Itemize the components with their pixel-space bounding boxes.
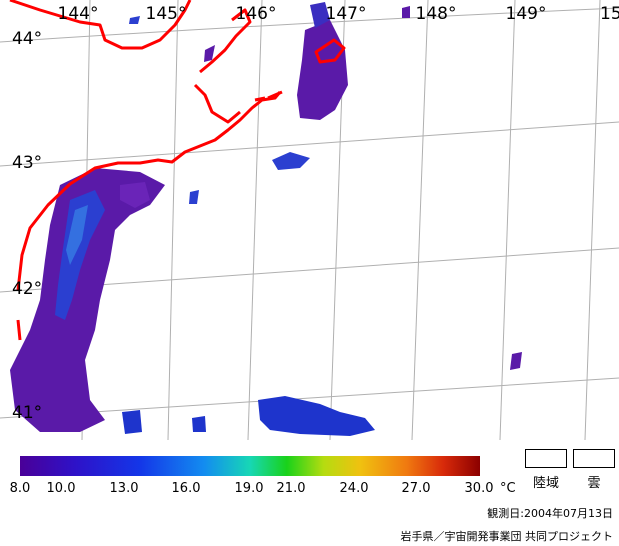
cloud-legend-swatch bbox=[573, 449, 615, 468]
cloud-legend-label: 雲 bbox=[587, 476, 601, 491]
land-legend-label: 陸域 bbox=[532, 476, 560, 491]
coastline bbox=[9, 0, 346, 341]
lon-label-150: 15 bbox=[600, 4, 619, 24]
colorbar-tick: 16.0 bbox=[171, 481, 201, 496]
lon-label-145: 145° bbox=[146, 4, 187, 24]
colorbar-tick: 24.0 bbox=[339, 481, 369, 496]
colorbar-tick: 8.0 bbox=[9, 481, 31, 496]
colorbar-tick: 10.0 bbox=[46, 481, 76, 496]
colorbar-tick: 19.0 bbox=[234, 481, 264, 496]
land-legend-swatch bbox=[525, 449, 567, 468]
colorbar-tick: 21.0 bbox=[276, 481, 306, 496]
lat-label-44: 44° bbox=[12, 29, 42, 49]
colorbar-tick: 13.0 bbox=[109, 481, 139, 496]
lon-label-147: 147° bbox=[326, 4, 367, 24]
colorbar-tick: 30.0 bbox=[464, 481, 494, 496]
colorbar-unit: °C bbox=[500, 481, 516, 496]
lat-label-43: 43° bbox=[12, 153, 42, 173]
lon-label-146: 146° bbox=[236, 4, 277, 24]
colorbar-tick: 27.0 bbox=[401, 481, 431, 496]
lat-label-41: 41° bbox=[12, 403, 42, 423]
credit-text: 岩手県／宇宙開発事業団 共同プロジェクト bbox=[400, 530, 614, 543]
sst-map: 144° 145° 146° 147° 148° 149° 15 44° 43°… bbox=[0, 0, 619, 440]
lon-label-149: 149° bbox=[506, 4, 547, 24]
sst-data bbox=[10, 2, 522, 436]
observation-date: 観測日:2004年07月13日 bbox=[487, 507, 613, 520]
lon-label-144: 144° bbox=[58, 4, 99, 24]
lat-label-42: 42° bbox=[12, 279, 42, 299]
lon-label-148: 148° bbox=[416, 4, 457, 24]
temperature-colorbar bbox=[20, 456, 480, 476]
